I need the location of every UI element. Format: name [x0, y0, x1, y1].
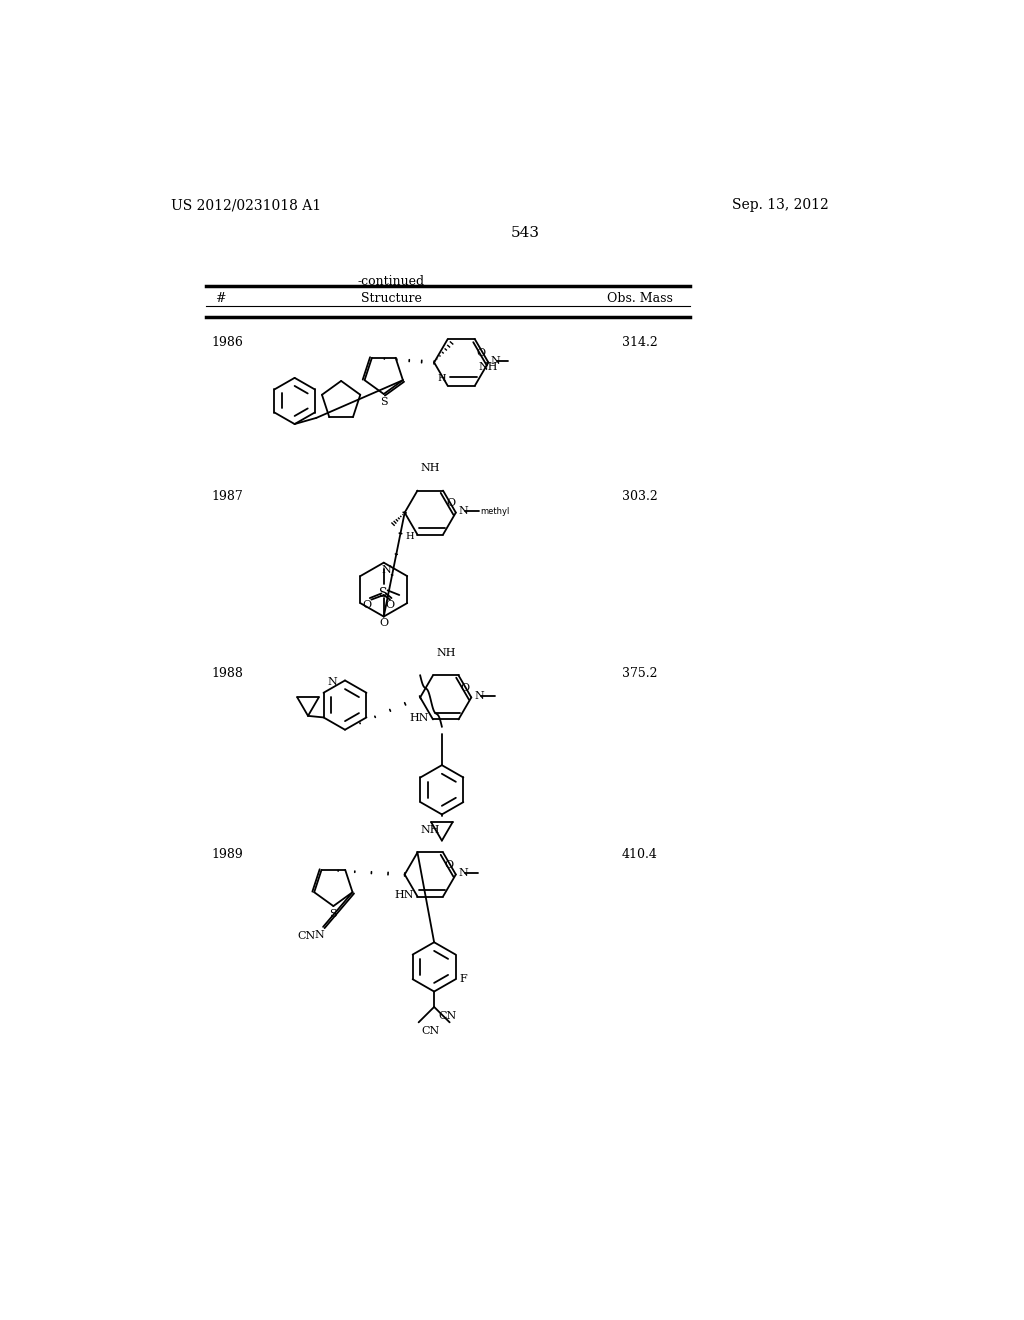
Text: 1989: 1989: [212, 847, 244, 861]
Text: O: O: [476, 348, 485, 358]
Text: 303.2: 303.2: [622, 490, 657, 503]
Text: 314.2: 314.2: [622, 335, 657, 348]
Text: O: O: [446, 498, 456, 508]
Text: S: S: [380, 397, 387, 407]
Text: N: N: [490, 356, 501, 366]
Text: CN: CN: [421, 1026, 439, 1036]
Text: 1987: 1987: [212, 490, 244, 503]
Text: O: O: [444, 861, 454, 870]
Text: 410.4: 410.4: [622, 847, 657, 861]
Text: N: N: [459, 506, 469, 516]
Text: N: N: [459, 869, 469, 878]
Text: 375.2: 375.2: [622, 667, 657, 680]
Text: NH: NH: [421, 825, 440, 836]
Text: O: O: [385, 601, 394, 610]
Text: N: N: [381, 565, 391, 576]
Text: F: F: [460, 974, 467, 985]
Text: H: H: [437, 375, 446, 384]
Text: HN: HN: [394, 890, 414, 900]
Text: -continued: -continued: [358, 276, 425, 289]
Text: NH: NH: [421, 463, 440, 474]
Text: 1986: 1986: [212, 335, 244, 348]
Text: CN: CN: [438, 1011, 457, 1020]
Text: #: #: [215, 292, 225, 305]
Text: Structure: Structure: [361, 292, 422, 305]
Text: NH: NH: [478, 362, 499, 372]
Text: NH: NH: [436, 648, 456, 659]
Text: Obs. Mass: Obs. Mass: [606, 292, 673, 305]
Text: S: S: [330, 909, 337, 919]
Text: O: O: [460, 682, 469, 693]
Text: Sep. 13, 2012: Sep. 13, 2012: [732, 198, 829, 213]
Text: methyl: methyl: [480, 507, 510, 516]
Text: N: N: [328, 677, 337, 686]
Text: CN: CN: [297, 931, 315, 941]
Text: 543: 543: [510, 226, 540, 240]
Text: O: O: [379, 618, 388, 628]
Text: 1988: 1988: [212, 667, 244, 680]
Text: N: N: [474, 690, 484, 701]
Text: N: N: [314, 931, 324, 940]
Text: H: H: [404, 532, 414, 541]
Text: S: S: [380, 587, 388, 601]
Text: O: O: [362, 601, 372, 610]
Text: HN: HN: [410, 713, 429, 723]
Text: US 2012/0231018 A1: US 2012/0231018 A1: [171, 198, 321, 213]
